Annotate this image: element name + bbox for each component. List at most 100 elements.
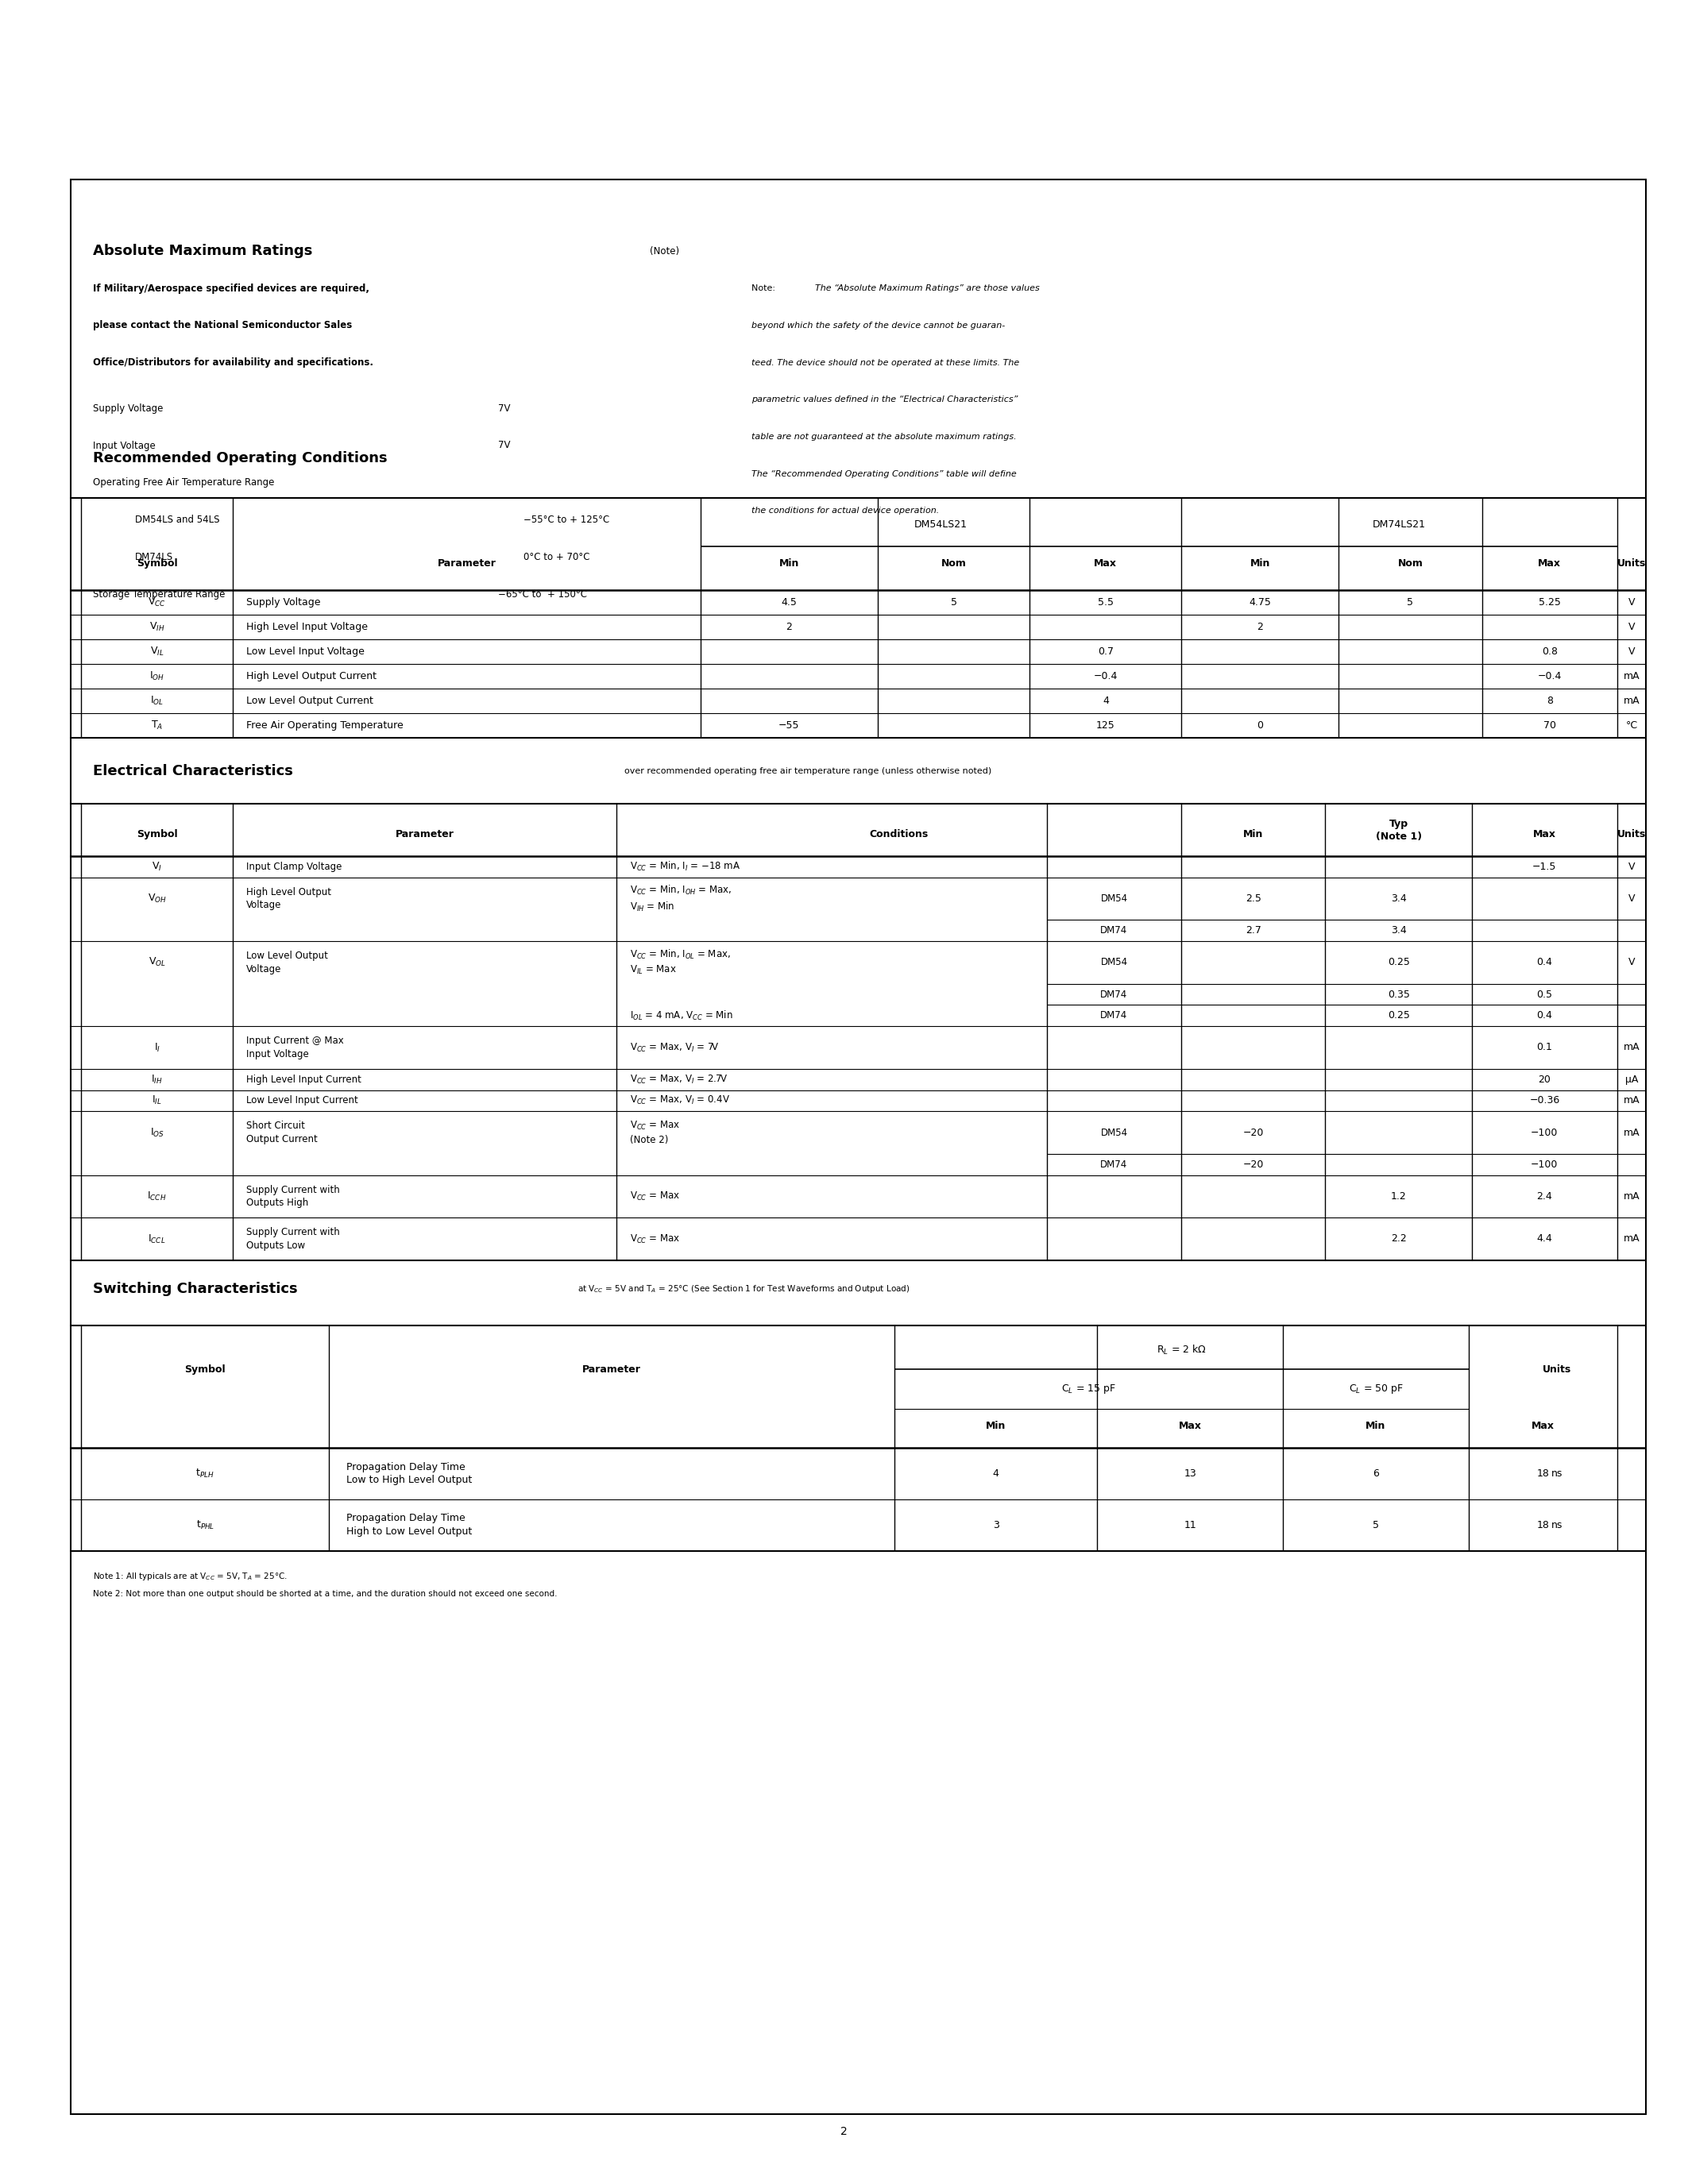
Text: 0.7: 0.7 [1097, 646, 1114, 657]
Text: −0.4: −0.4 [1538, 670, 1561, 681]
Text: V$_{CC}$ = Min, I$_{OH}$ = Max,
V$_{IH}$ = Min: V$_{CC}$ = Min, I$_{OH}$ = Max, V$_{IH}$… [630, 885, 731, 913]
Text: teed. The device should not be operated at these limits. The: teed. The device should not be operated … [751, 358, 1020, 367]
Text: Min: Min [986, 1422, 1006, 1431]
Text: Input Voltage: Input Voltage [93, 441, 155, 450]
Text: I$_{IH}$: I$_{IH}$ [152, 1072, 162, 1085]
Text: V: V [1627, 863, 1634, 871]
Text: DM74: DM74 [1101, 1011, 1128, 1020]
Bar [71, 179, 1646, 2114]
Text: 2.4: 2.4 [1536, 1190, 1553, 1201]
Text: Typ
(Note 1): Typ (Note 1) [1376, 819, 1421, 841]
Text: V$_{CC}$ = Max, V$_I$ = 7V: V$_{CC}$ = Max, V$_I$ = 7V [630, 1042, 719, 1053]
Text: −55: −55 [778, 721, 800, 732]
Text: DM74: DM74 [1101, 926, 1128, 935]
Text: Propagation Delay Time
High to Low Level Output: Propagation Delay Time High to Low Level… [346, 1514, 471, 1538]
Text: V$_{OH}$: V$_{OH}$ [147, 893, 167, 904]
Text: DM54LS21: DM54LS21 [915, 520, 967, 529]
Text: The “Recommended Operating Conditions” table will define: The “Recommended Operating Conditions” t… [751, 470, 1016, 478]
Text: I$_I$: I$_I$ [154, 1042, 160, 1053]
Text: 125: 125 [1096, 721, 1116, 732]
Text: T$_A$: T$_A$ [150, 721, 164, 732]
Text: 8: 8 [1546, 697, 1553, 705]
Text: 2: 2 [841, 2125, 847, 2138]
Text: I$_{OS}$: I$_{OS}$ [150, 1127, 164, 1138]
Text: −20: −20 [1242, 1127, 1264, 1138]
Text: Note 2: Not more than one output should be shorted at a time, and the duration s: Note 2: Not more than one output should … [93, 1590, 557, 1599]
Text: Symbol: Symbol [137, 830, 177, 839]
Text: mA: mA [1624, 1234, 1639, 1245]
Text: mA: mA [1624, 1190, 1639, 1201]
Text: t$_{PHL}$: t$_{PHL}$ [196, 1520, 214, 1531]
Text: 18: 18 [1536, 1468, 1550, 1479]
Text: R$_L$ = 2 kΩ: R$_L$ = 2 kΩ [1156, 1343, 1207, 1356]
Text: Max: Max [1094, 559, 1117, 568]
Text: V$_{OL}$: V$_{OL}$ [149, 957, 165, 968]
Text: Operating Free Air Temperature Range: Operating Free Air Temperature Range [93, 478, 273, 487]
Text: V$_{CC}$ = Min, I$_{OL}$ = Max,
V$_{IL}$ = Max: V$_{CC}$ = Min, I$_{OL}$ = Max, V$_{IL}$… [630, 948, 731, 976]
Text: Parameter: Parameter [582, 1365, 641, 1374]
Text: 70: 70 [1543, 721, 1556, 732]
Text: V$_{CC}$ = Max, V$_I$ = 0.4V: V$_{CC}$ = Max, V$_I$ = 0.4V [630, 1094, 729, 1107]
Text: 2: 2 [1258, 622, 1263, 631]
Text: Nom: Nom [942, 559, 967, 568]
Text: DM74: DM74 [1101, 989, 1128, 1000]
Text: 2: 2 [787, 622, 792, 631]
Text: 7V: 7V [498, 404, 510, 413]
Text: 4: 4 [993, 1468, 999, 1479]
Text: 5: 5 [950, 596, 957, 607]
Text: beyond which the safety of the device cannot be guaran-: beyond which the safety of the device ca… [751, 321, 1004, 330]
Text: 18: 18 [1536, 1520, 1550, 1531]
Text: Supply Voltage: Supply Voltage [246, 596, 321, 607]
Text: Absolute Maximum Ratings: Absolute Maximum Ratings [93, 245, 312, 258]
Text: DM54LS and 54LS: DM54LS and 54LS [135, 515, 219, 524]
Text: Min: Min [1244, 830, 1263, 839]
Text: mA: mA [1624, 1096, 1639, 1105]
Text: Low Level Input Voltage: Low Level Input Voltage [246, 646, 365, 657]
Text: V$_{CC}$ = Max, V$_I$ = 2.7V: V$_{CC}$ = Max, V$_I$ = 2.7V [630, 1072, 728, 1085]
Text: Storage Temperature Range: Storage Temperature Range [93, 590, 225, 598]
Text: 2.5: 2.5 [1246, 893, 1261, 904]
Text: I$_{OL}$: I$_{OL}$ [150, 695, 164, 708]
Text: −100: −100 [1531, 1160, 1558, 1171]
Text: V: V [1627, 622, 1634, 631]
Text: 0.1: 0.1 [1536, 1042, 1553, 1053]
Text: −1.5: −1.5 [1533, 863, 1556, 871]
Text: V$_{CC}$ = Max: V$_{CC}$ = Max [630, 1234, 680, 1245]
Text: Min: Min [780, 559, 798, 568]
Text: 5.5: 5.5 [1097, 596, 1114, 607]
Text: 4.4: 4.4 [1536, 1234, 1553, 1245]
Text: I$_{OH}$: I$_{OH}$ [150, 670, 164, 681]
Text: V$_{IL}$: V$_{IL}$ [150, 646, 164, 657]
Text: Max: Max [1178, 1422, 1202, 1431]
Text: table are not guaranteed at the absolute maximum ratings.: table are not guaranteed at the absolute… [751, 432, 1016, 441]
Text: Parameter: Parameter [437, 559, 496, 568]
Text: High Level Output Current: High Level Output Current [246, 670, 376, 681]
Text: Note:: Note: [751, 284, 778, 293]
Text: Propagation Delay Time
Low to High Level Output: Propagation Delay Time Low to High Level… [346, 1461, 471, 1485]
Text: Input Current @ Max
Input Voltage: Input Current @ Max Input Voltage [246, 1035, 344, 1059]
Text: DM74: DM74 [1101, 1160, 1128, 1171]
Text: Low Level Output Current: Low Level Output Current [246, 697, 373, 705]
Text: 1.2: 1.2 [1391, 1190, 1406, 1201]
Text: C$_L$ = 15 pF: C$_L$ = 15 pF [1062, 1382, 1116, 1396]
Text: DM74LS: DM74LS [135, 553, 174, 561]
Text: 5: 5 [1372, 1520, 1379, 1531]
Text: 0.35: 0.35 [1388, 989, 1409, 1000]
Text: −65°C to  + 150°C: −65°C to + 150°C [498, 590, 587, 598]
Text: High Level Input Current: High Level Input Current [246, 1075, 361, 1085]
Text: ns: ns [1551, 1520, 1563, 1531]
Text: Nom: Nom [1398, 559, 1423, 568]
Text: ns: ns [1551, 1468, 1563, 1479]
Text: C$_L$ = 50 pF: C$_L$ = 50 pF [1349, 1382, 1403, 1396]
Text: 11: 11 [1183, 1520, 1197, 1531]
Text: Short Circuit
Output Current: Short Circuit Output Current [246, 1120, 317, 1144]
Text: mA: mA [1624, 1127, 1639, 1138]
Text: Low Level Output
Voltage: Low Level Output Voltage [246, 950, 327, 974]
Text: Supply Current with
Outputs High: Supply Current with Outputs High [246, 1184, 339, 1208]
Text: I$_{CCH}$: I$_{CCH}$ [147, 1190, 167, 1203]
Text: Note 1: All typicals are at V$_{CC}$ = 5V, T$_A$ = 25°C.: Note 1: All typicals are at V$_{CC}$ = 5… [93, 1570, 287, 1583]
Text: Parameter: Parameter [395, 830, 454, 839]
Text: 0.4: 0.4 [1536, 957, 1553, 968]
Text: Conditions: Conditions [869, 830, 928, 839]
Text: −100: −100 [1531, 1127, 1558, 1138]
